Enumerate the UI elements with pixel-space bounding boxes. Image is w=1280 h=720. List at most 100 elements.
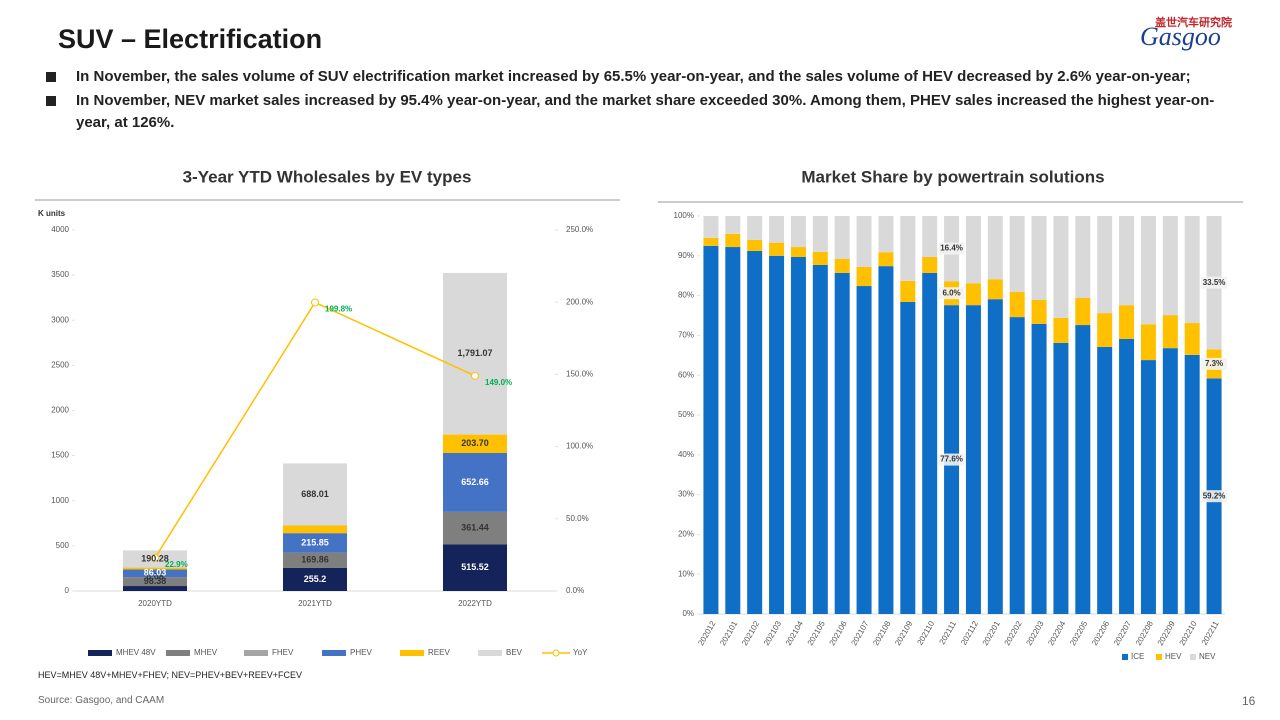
y-tick-label: 0 (65, 586, 70, 595)
bar-segment (900, 280, 916, 302)
bar-segment (812, 251, 828, 265)
x-tick-label: 202103 (762, 619, 783, 647)
y2-tick-label: 150.0% (566, 370, 593, 379)
bar-segment (965, 216, 981, 284)
bar-segment (747, 239, 763, 252)
line-marker (311, 298, 319, 307)
x-tick-label: 202106 (828, 619, 849, 647)
bar-segment (703, 237, 719, 246)
bar-segment (834, 258, 850, 273)
legend-swatch (1190, 654, 1196, 660)
x-tick-label: 202110 (915, 619, 936, 647)
data-label: 255.2 (304, 574, 327, 584)
label-bg (1201, 357, 1228, 370)
y-tick-label: 90% (678, 251, 694, 260)
bar-segment (703, 245, 719, 614)
y-tick-label: 3000 (51, 315, 69, 324)
x-tick-label: 202104 (784, 619, 805, 647)
bar-segment (856, 216, 872, 267)
data-label: 215.85 (301, 537, 329, 547)
legend-swatch (478, 650, 502, 656)
bar-segment (1162, 315, 1178, 349)
bar-segment (1009, 216, 1025, 293)
data-label: 98.38 (144, 576, 167, 586)
label-bg (938, 242, 965, 255)
legend-label: FHEV (272, 648, 294, 657)
bar-segment (1184, 354, 1200, 614)
bar-segment (123, 569, 187, 578)
bar-segment (812, 216, 828, 252)
legend-swatch (400, 650, 424, 656)
bar-segment (1009, 317, 1025, 614)
y-tick-label: 80% (678, 291, 694, 300)
bar-segment (1162, 216, 1178, 316)
legend-swatch (1122, 654, 1128, 660)
y-tick-label: 40% (678, 450, 694, 459)
x-tick-label: 202202 (1003, 619, 1024, 647)
x-tick-label: 202210 (1178, 619, 1199, 647)
y-tick-label: 3500 (51, 270, 69, 279)
bar-segment (922, 272, 938, 614)
x-tick-label: 202203 (1024, 619, 1045, 647)
data-label: 6.0% (942, 288, 960, 297)
legend-label: MHEV 48V (116, 648, 156, 657)
x-tick-label: 202211 (1200, 619, 1221, 647)
data-label: 1,791.07 (457, 348, 492, 358)
bar-segment (283, 552, 347, 568)
bar-segment (1140, 360, 1156, 614)
bar-segment (1162, 348, 1178, 614)
x-tick-label: 202108 (871, 619, 892, 647)
x-tick-label: 202205 (1068, 619, 1089, 647)
bar-segment (922, 256, 938, 273)
bar-segment (1031, 216, 1047, 300)
data-label: 149.0% (485, 378, 512, 387)
logo-text: 盖世汽车研究院 (1155, 17, 1232, 29)
bar-segment (987, 299, 1003, 614)
x-tick-label: 202107 (849, 619, 870, 647)
bar-segment (443, 434, 507, 453)
bar-segment (812, 264, 828, 614)
source: Source: Gasgoo, and CAAM (38, 695, 165, 706)
page-number: 16 (1242, 694, 1256, 708)
bar-segment (1097, 346, 1113, 614)
y-tick-label: 2000 (51, 406, 69, 415)
bullet: In November, the sales volume of SUV ele… (44, 66, 1244, 88)
bar-segment (283, 533, 347, 553)
data-label: 16.4% (940, 244, 963, 253)
y-tick-label: 2500 (51, 360, 69, 369)
bar-segment (856, 286, 872, 614)
bar-segment (790, 256, 806, 614)
bar-segment (965, 305, 981, 614)
data-label: 190.28 (141, 553, 169, 563)
x-tick-label: 202012 (696, 619, 717, 647)
data-label: 515.52 (461, 562, 489, 572)
data-label: 688.01 (301, 489, 329, 499)
bar-segment (1119, 216, 1135, 306)
bar-segment (283, 567, 347, 591)
bar-segment (922, 216, 938, 257)
legend-label: YoY (573, 648, 588, 657)
bar-segment (900, 216, 916, 281)
legend-label: NEV (1199, 652, 1216, 661)
data-label: 86.03 (144, 568, 167, 578)
x-tick-label: 202102 (740, 619, 761, 647)
x-tick-label: 202111 (938, 619, 959, 646)
bar-segment (856, 266, 872, 287)
bar-segment (1184, 323, 1200, 355)
x-tick-label: 2022YTD (458, 599, 492, 608)
x-tick-label: 202112 (959, 619, 980, 647)
bar-segment (834, 216, 850, 259)
y-tick-label: 1500 (51, 451, 69, 460)
x-tick-label: 202207 (1112, 619, 1133, 647)
x-tick-label: 202209 (1156, 619, 1177, 647)
x-tick-label: 202101 (718, 619, 739, 647)
data-label: 59.2% (1203, 491, 1226, 500)
bar-segment (1119, 305, 1135, 339)
bullet: In November, NEV market sales increased … (44, 90, 1244, 134)
x-tick-label: 2020YTD (138, 599, 172, 608)
footnote: HEV=MHEV 48V+MHEV+FHEV; NEV=PHEV+BEV+REE… (38, 670, 303, 680)
y-tick-label: 500 (56, 541, 70, 550)
legend-swatch (244, 650, 268, 656)
bar-segment (123, 586, 187, 591)
legend-swatch (1156, 654, 1162, 660)
